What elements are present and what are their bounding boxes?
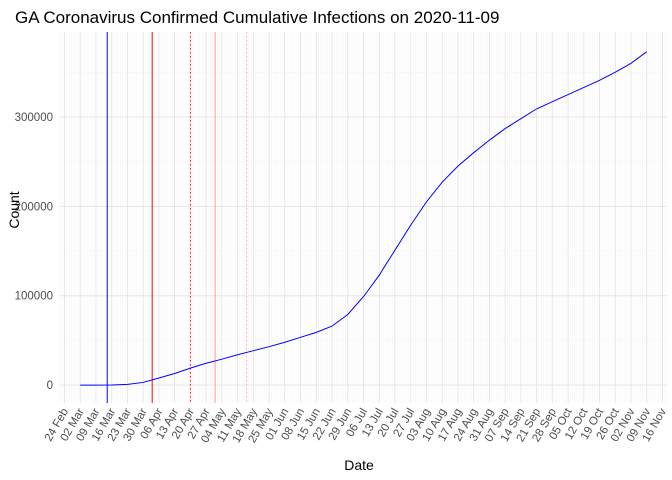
series-layer: [80, 51, 648, 386]
y-tick-label: 200000: [15, 201, 53, 213]
x-axis-title: Date: [344, 457, 374, 473]
minor-gridlines: [59, 32, 668, 403]
reference-lines: [106, 32, 248, 403]
major-gridlines: [60, 32, 667, 403]
y-tick-label: 100000: [15, 291, 53, 303]
y-tick-label: 300000: [15, 112, 53, 124]
y-axis-ticks: 0 100000 200000 300000: [15, 112, 53, 392]
chart-title: GA Coronavirus Confirmed Cumulative Infe…: [15, 8, 499, 27]
cumulative-infections-line: [80, 51, 648, 386]
y-axis-title: Count: [6, 191, 22, 228]
y-tick-label: 0: [47, 380, 53, 392]
